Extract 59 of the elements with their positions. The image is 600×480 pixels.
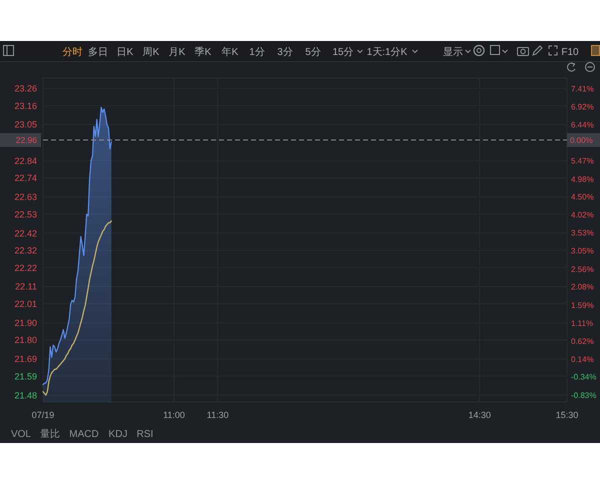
y2tick-label: 2.08% — [571, 282, 594, 292]
y2tick-label: 0.14% — [571, 354, 594, 364]
toolbar-label: 周K — [142, 47, 160, 58]
tab-label: KDJ — [108, 429, 128, 440]
tab-label: RSI — [136, 429, 154, 440]
ytick-label: 23.05 — [14, 120, 37, 130]
toolbar-label: 15分 — [332, 47, 354, 58]
toolbar-label: 1天:1分K — [366, 47, 408, 58]
y2tick-label: -0.83% — [571, 390, 596, 400]
toolbar-label: F10 — [561, 47, 579, 58]
y2tick-label: 1.11% — [571, 318, 594, 328]
y2tick-label: 6.44% — [571, 120, 594, 130]
toolbar-label: 5分 — [305, 47, 321, 58]
y2tick-label: 2.56% — [571, 264, 594, 274]
toolbar-label: 季K — [194, 47, 212, 58]
y2tick-label: 0.62% — [571, 337, 594, 346]
toolbar-label: 多日 — [88, 47, 108, 58]
ytick-label: 22.22 — [14, 262, 37, 273]
y2tick-label: 1.59% — [571, 300, 594, 310]
tab-label: MACD — [69, 429, 99, 440]
y2tick-label: 4.50% — [571, 192, 594, 202]
y2tick-label: 4.02% — [571, 210, 594, 220]
ytick-label: 21.90 — [14, 318, 37, 328]
xtick-label: 11:30 — [206, 410, 229, 420]
y2tick-label: 4.98% — [571, 174, 594, 184]
tab-label: VOL — [11, 429, 31, 440]
y2tick-label: 3.05% — [571, 246, 594, 256]
ytick-label: 22.01 — [14, 298, 37, 309]
toolbar-label: 1分 — [249, 47, 265, 58]
note-label: 0.00% — [570, 136, 593, 146]
ytick-label: 21.48 — [14, 390, 37, 400]
ytick-label: 22.74 — [14, 173, 37, 184]
xtick-label: 14:30 — [468, 410, 491, 420]
ytick-label: 22.84 — [14, 156, 37, 166]
tab-label: 量比 — [40, 429, 60, 440]
toolbar-label: 年K — [222, 47, 238, 58]
toolbar-label: 月K — [168, 47, 186, 58]
y2tick-label: -0.34% — [571, 372, 596, 382]
y2tick-label: 5.47% — [571, 156, 594, 166]
ytick-label: 22.32 — [14, 246, 37, 256]
ytick-label: 22.11 — [15, 282, 37, 292]
y2tick-label: 6.92% — [571, 102, 594, 112]
xtick-label: 15:30 — [556, 410, 578, 420]
toolbar-label: 3分 — [277, 47, 293, 58]
toolbar-label: 日K — [116, 47, 134, 58]
toolbar-label: 分时 — [62, 47, 83, 58]
toolbar-label: 显示 — [443, 47, 463, 58]
y2tick-label: 3.53% — [571, 228, 594, 238]
ytick-label: 21.80 — [14, 335, 37, 346]
ytick-label: 21.69 — [14, 354, 37, 364]
ytick-label: 22.42 — [14, 228, 37, 238]
ytick-label: 22.53 — [14, 209, 37, 220]
y2tick-label: 7.41% — [571, 84, 594, 94]
ytick-label: 23.16 — [14, 100, 37, 111]
ytick-label: 23.26 — [14, 84, 37, 94]
xtick-label: 07/19 — [32, 410, 54, 420]
xtick-label: 11:00 — [163, 410, 185, 420]
ytick-label: 21.59 — [14, 371, 37, 382]
ytick-label: 22.63 — [14, 192, 37, 202]
